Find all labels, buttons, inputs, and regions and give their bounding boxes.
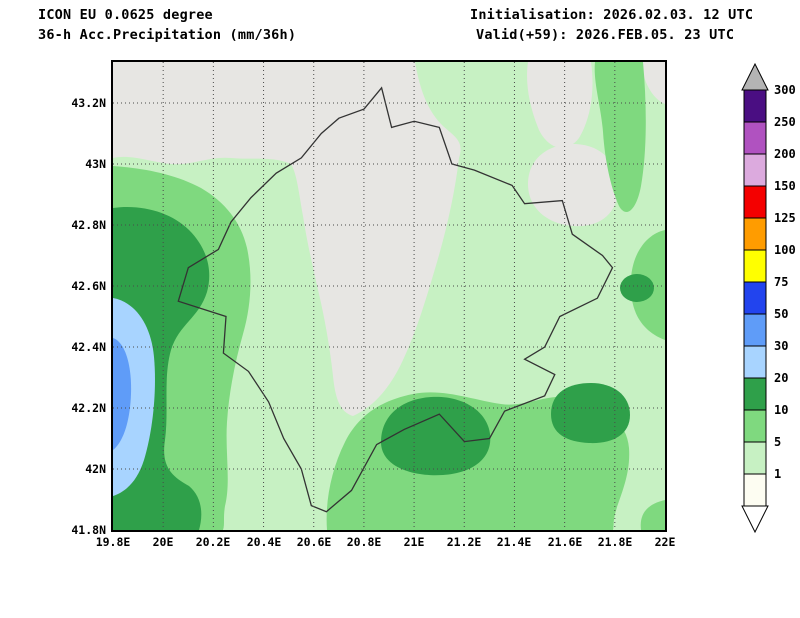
colorbar-label: 250 <box>774 115 796 129</box>
x-axis-label: 20.6E <box>296 535 332 549</box>
product-title: 36-h Acc.Precipitation (mm/36h) <box>38 27 297 43</box>
precip-area-5-10-southeast-corner <box>640 500 665 530</box>
precip-area-5-10-northeast <box>594 62 646 213</box>
colorbar-label: 150 <box>774 179 796 193</box>
colorbar-cell-30-50 <box>743 313 767 347</box>
colorbar-cell-125-150 <box>743 185 767 219</box>
map-frame <box>111 60 667 532</box>
colorbar-label: 75 <box>774 275 789 289</box>
colorbar-arrow-top <box>741 62 769 91</box>
dry-area-north <box>527 62 593 148</box>
x-axis-label: 20E <box>152 535 174 549</box>
precip-area-10-20-east-spot <box>620 274 654 302</box>
x-axis-label: 21.4E <box>496 535 532 549</box>
colorbar <box>741 62 769 534</box>
x-axis-label: 21E <box>403 535 425 549</box>
x-axis-label: 22E <box>654 535 676 549</box>
colorbar-cell-1-5 <box>743 441 767 475</box>
x-axis-label: 20.2E <box>195 535 231 549</box>
valid-time: Valid(+59): 2026.FEB.05. 23 UTC <box>476 27 735 43</box>
colorbar-label: 20 <box>774 371 789 385</box>
precip-area-10-20-south <box>381 396 491 476</box>
y-axis-label: 42.2N <box>71 401 106 415</box>
grid-lines <box>113 62 665 530</box>
y-axis-label: 41.8N <box>71 523 106 537</box>
model-title: ICON EU 0.0625 degree <box>38 7 213 23</box>
colorbar-cell-5-10 <box>743 409 767 443</box>
colorbar-cell-150-200 <box>743 153 767 187</box>
colorbar-label: 100 <box>774 243 796 257</box>
precip-area-20-30-west <box>113 298 155 496</box>
colorbar-label: 5 <box>774 435 782 449</box>
y-axis-label: 42.8N <box>71 218 106 232</box>
precip-area-10-20-southeast <box>551 383 630 444</box>
colorbar-label: 300 <box>774 83 796 97</box>
x-axis-label: 19.8E <box>95 535 131 549</box>
precip-area-30-50-west-core <box>113 338 132 450</box>
colorbar-label: 1 <box>774 467 782 481</box>
colorbar-cell-10-20 <box>743 377 767 411</box>
colorbar-cell-100-125 <box>743 217 767 251</box>
map-canvas <box>113 62 665 530</box>
x-axis-label: 21.6E <box>547 535 583 549</box>
colorbar-cell-0-1 <box>743 473 767 507</box>
y-axis-label: 42.6N <box>71 279 106 293</box>
colorbar-label: 50 <box>774 307 789 321</box>
country-border <box>177 86 614 513</box>
dry-area-northwest-tongue <box>113 62 461 416</box>
init-time: Initialisation: 2026.02.03. 12 UTC <box>470 7 754 23</box>
x-axis-label: 21.8E <box>597 535 633 549</box>
colorbar-label: 30 <box>774 339 789 353</box>
colorbar-label: 125 <box>774 211 796 225</box>
colorbar-cell-200-250 <box>743 121 767 155</box>
y-axis-label: 42N <box>85 462 106 476</box>
x-axis-label: 21.2E <box>446 535 482 549</box>
colorbar-cell-250-300 <box>743 89 767 123</box>
dry-area-east <box>528 144 618 227</box>
dry-area-northeast-corner <box>641 62 665 104</box>
colorbar-label: 10 <box>774 403 789 417</box>
colorbar-label: 200 <box>774 147 796 161</box>
colorbar-arrow-bottom <box>741 505 769 534</box>
colorbar-cell-20-30 <box>743 345 767 379</box>
colorbar-cell-75-100 <box>743 249 767 283</box>
colorbar-cell-50-75 <box>743 281 767 315</box>
y-axis-label: 43N <box>85 157 106 171</box>
x-axis-label: 20.4E <box>246 535 282 549</box>
y-axis-label: 43.2N <box>71 96 106 110</box>
y-axis-label: 42.4N <box>71 340 106 354</box>
x-axis-label: 20.8E <box>346 535 382 549</box>
